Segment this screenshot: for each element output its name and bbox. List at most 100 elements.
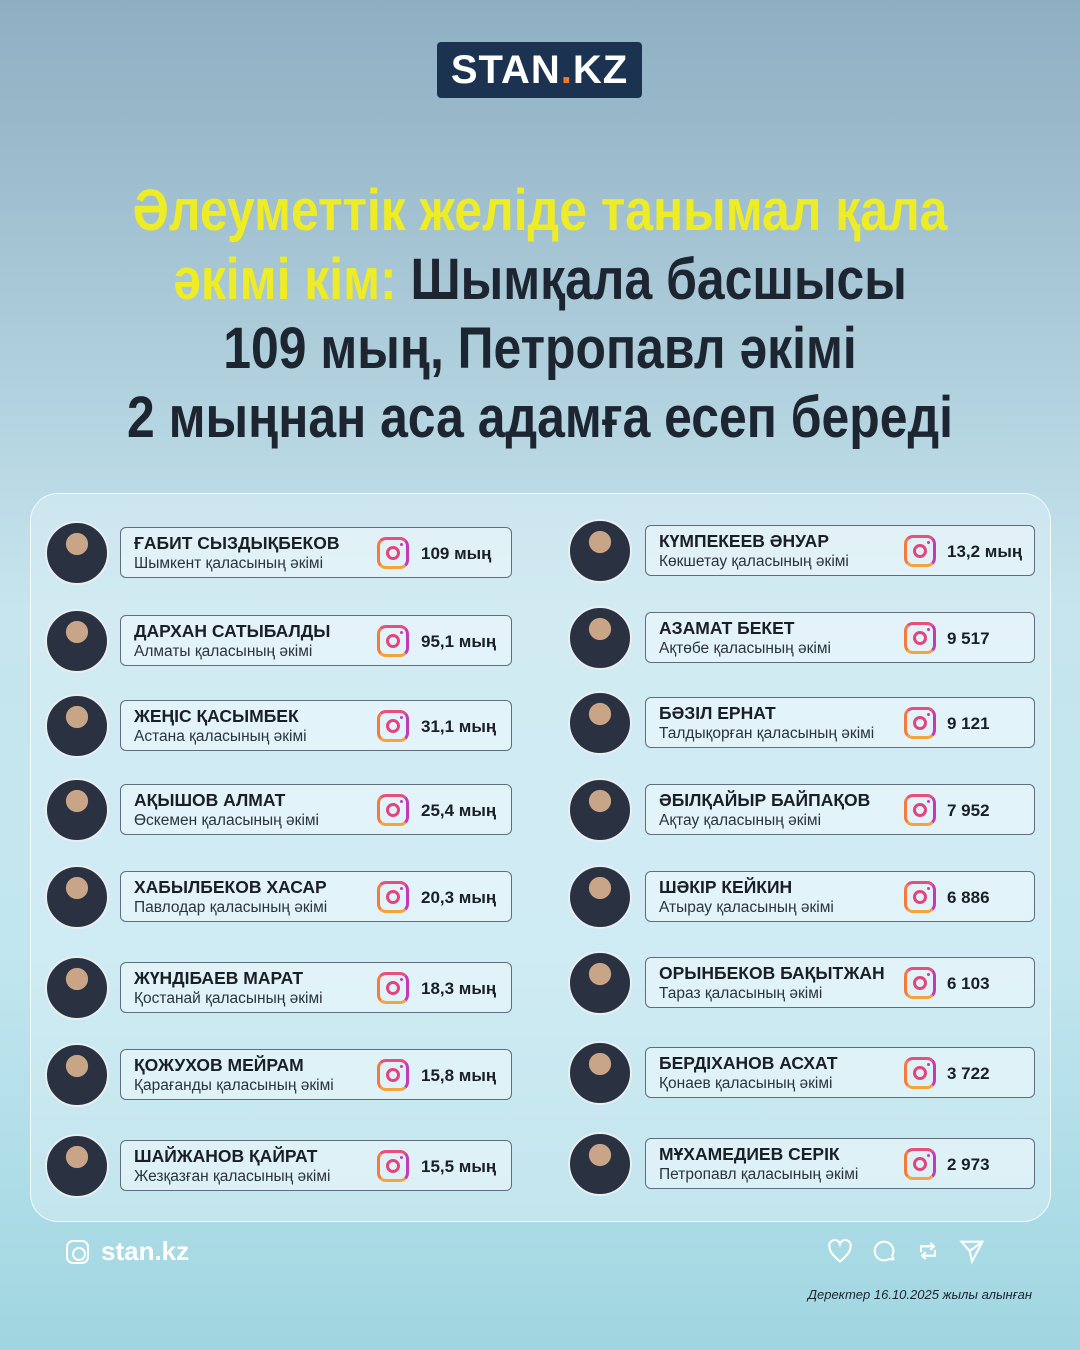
mayor-photo: [568, 519, 632, 583]
mayor-card: ХАБЫЛБЕКОВ ХАСАР Павлодар қаласының әкім…: [120, 871, 512, 922]
mayor-photo: [568, 1041, 632, 1105]
headline-line-3: 109 мың, Петропавл әкімі: [223, 316, 857, 381]
instagram-icon: [904, 967, 936, 999]
mayor-city: Қонаев қаласының әкімі: [659, 1075, 833, 1092]
mayor-photo: [45, 521, 109, 585]
mayor-photo: [45, 956, 109, 1020]
follower-count: 6 886: [947, 888, 990, 907]
instagram-icon: [66, 1240, 89, 1264]
stan-kz-logo: STAN. KZ: [437, 42, 642, 98]
mayor-city: Павлодар қаласының әкімі: [134, 899, 328, 916]
mayor-card: АЗАМАТ БЕКЕТ Ақтөбе қаласының әкімі 9 51…: [645, 612, 1035, 663]
follower-count: 6 103: [947, 974, 990, 993]
logo-text: STAN: [450, 47, 561, 92]
instagram-icon: [377, 972, 409, 1004]
follower-count: 20,3 мың: [421, 888, 497, 907]
mayor-card: ОРЫНБЕКОВ БАҚЫТЖАН Тараз қаласының әкімі…: [645, 957, 1035, 1008]
mayor-name: ШӘКІР КЕЙКИН: [659, 877, 793, 897]
mayor-card: ҚОЖУХОВ МЕЙРАМ Қарағанды қаласының әкімі…: [120, 1049, 512, 1100]
logo-text-end: KZ: [572, 47, 629, 92]
mayor-name: МҰХАМЕДИЕВ СЕРІК: [659, 1144, 840, 1164]
logo-dot: .: [560, 47, 573, 92]
mayor-name: ОРЫНБЕКОВ БАҚЫТЖАН: [659, 963, 885, 983]
mayor-city: Ақтау қаласының әкімі: [659, 812, 822, 829]
instagram-icon: [377, 1150, 409, 1182]
instagram-icon: [377, 537, 409, 569]
follower-count: 31,1 мың: [421, 717, 497, 736]
mayor-city: Қарағанды қаласының әкімі: [134, 1077, 334, 1094]
follower-count: 9 121: [947, 714, 990, 733]
follower-count: 13,2 мың: [947, 542, 1023, 561]
follower-count: 18,3 мың: [421, 979, 497, 998]
send-icon[interactable]: [958, 1236, 986, 1266]
data-date-note: Деректер 16.10.2025 жылы алынған: [807, 1287, 1032, 1302]
mayor-name: БӘЗІЛ ЕРНАТ: [659, 703, 776, 723]
mayor-card: КҮМПЕКЕЕВ ӘНУАР Көкшетау қаласының әкімі…: [645, 525, 1035, 576]
mayor-city: Талдықорған қаласының әкімі: [659, 725, 875, 742]
mayor-city: Өскемен қаласының әкімі: [134, 812, 319, 829]
instagram-icon: [377, 710, 409, 742]
mayor-name: ХАБЫЛБЕКОВ ХАСАР: [134, 877, 327, 897]
instagram-icon: [377, 881, 409, 913]
follower-count: 95,1 мың: [421, 632, 497, 651]
mayor-city: Астана қаласының әкімі: [134, 728, 307, 745]
headline-line-2-highlight: әкімі кім:: [173, 247, 397, 312]
mayor-photo: [568, 865, 632, 929]
instagram-icon: [904, 1148, 936, 1180]
follower-count: 9 517: [947, 629, 990, 648]
instagram-icon: [904, 622, 936, 654]
follower-count: 3 722: [947, 1064, 990, 1083]
mayor-card: ШӘКІР КЕЙКИН Атырау қаласының әкімі 6 88…: [645, 871, 1035, 922]
headline-line-2: Шымқала басшысы: [396, 247, 907, 312]
instagram-icon: [904, 535, 936, 567]
mayor-name: ЖҮНДІБАЕВ МАРАТ: [134, 968, 304, 988]
mayor-card: ЖҮНДІБАЕВ МАРАТ Қостанай қаласының әкімі…: [120, 962, 512, 1013]
mayor-card: АҚЫШОВ АЛМАТ Өскемен қаласының әкімі 25,…: [120, 784, 512, 835]
mayor-city: Жезқазған қаласының әкімі: [134, 1168, 331, 1185]
mayor-card: БЕРДІХАНОВ АСХАТ Қонаев қаласының әкімі …: [645, 1047, 1035, 1098]
mayor-city: Алматы қаласының әкімі: [134, 643, 313, 660]
headline-line-4: 2 мыңнан аса адамға есеп береді: [126, 385, 954, 450]
follower-count: 15,5 мың: [421, 1157, 497, 1176]
mayor-card: ЖЕҢІС ҚАСЫМБЕК Астана қаласының әкімі 31…: [120, 700, 512, 751]
instagram-icon: [377, 625, 409, 657]
instagram-icon: [904, 1057, 936, 1089]
mayor-name: ДАРХАН САТЫБАЛДЫ: [134, 621, 331, 641]
instagram-icon: [904, 794, 936, 826]
follower-count: 15,8 мың: [421, 1066, 497, 1085]
mayor-card: ӘБІЛҚАЙЫР БАЙПАҚОВ Ақтау қаласының әкімі…: [645, 784, 1035, 835]
mayor-city: Шымкент қаласының әкімі: [134, 555, 324, 572]
instagram-icon: [377, 1059, 409, 1091]
comment-icon[interactable]: [870, 1236, 898, 1266]
mayor-city: Ақтөбе қаласының әкімі: [659, 640, 831, 657]
mayor-city: Қостанай қаласының әкімі: [134, 990, 323, 1007]
follower-count: 2 973: [947, 1155, 990, 1174]
mayor-photo: [45, 694, 109, 758]
mayor-card: ДАРХАН САТЫБАЛДЫ Алматы қаласының әкімі …: [120, 615, 512, 666]
mayor-photo: [568, 951, 632, 1015]
ranking-panel: [30, 493, 1051, 1222]
mayor-name: БЕРДІХАНОВ АСХАТ: [659, 1053, 838, 1073]
mayor-name: ӘБІЛҚАЙЫР БАЙПАҚОВ: [659, 790, 871, 810]
heart-icon[interactable]: [826, 1236, 854, 1266]
mayor-photo: [568, 1132, 632, 1196]
headline-line-1: Әлеуметтік желіде танымал қала: [132, 178, 948, 243]
follower-count: 25,4 мың: [421, 801, 497, 820]
mayor-photo: [45, 778, 109, 842]
headline: Әлеуметтік желіде танымал қала әкімі кім…: [0, 176, 1080, 452]
mayor-city: Тараз қаласының әкімі: [659, 985, 823, 1002]
mayor-name: АЗАМАТ БЕКЕТ: [659, 618, 795, 638]
mayor-name: КҮМПЕКЕЕВ ӘНУАР: [659, 531, 829, 551]
mayor-name: АҚЫШОВ АЛМАТ: [134, 790, 286, 810]
mayor-card: ШАЙЖАНОВ ҚАЙРАТ Жезқазған қаласының әкім…: [120, 1140, 512, 1191]
mayor-card: МҰХАМЕДИЕВ СЕРІК Петропавл қаласының әкі…: [645, 1138, 1035, 1189]
repost-icon[interactable]: [914, 1236, 942, 1266]
instagram-icon: [904, 881, 936, 913]
instagram-handle[interactable]: stan.kz: [101, 1236, 190, 1266]
mayor-name: ҒАБИТ СЫЗДЫҚБЕКОВ: [134, 533, 340, 553]
instagram-icon: [377, 794, 409, 826]
follower-count: 109 мың: [421, 544, 492, 563]
mayor-card: БӘЗІЛ ЕРНАТ Талдықорған қаласының әкімі …: [645, 697, 1035, 748]
mayor-photo: [45, 1043, 109, 1107]
mayor-name: ЖЕҢІС ҚАСЫМБЕК: [134, 706, 299, 726]
